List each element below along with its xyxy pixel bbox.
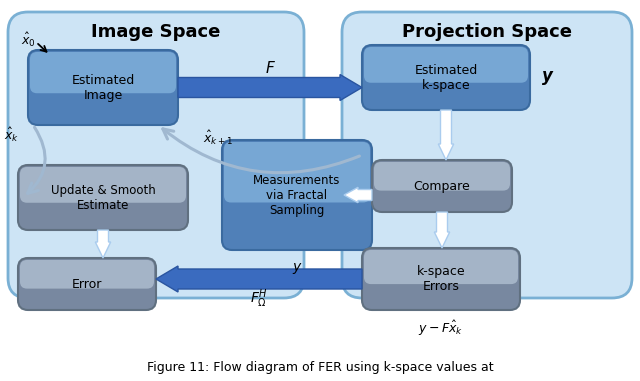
FancyBboxPatch shape [20,167,186,203]
Text: k-space
Errors: k-space Errors [417,265,465,293]
FancyBboxPatch shape [342,12,632,298]
FancyArrow shape [435,212,450,248]
FancyArrowPatch shape [28,127,45,194]
FancyBboxPatch shape [222,140,372,250]
Text: $\hat{x}_k$: $\hat{x}_k$ [4,126,20,144]
FancyBboxPatch shape [362,248,520,310]
Text: $y - F\hat{x}_k$: $y - F\hat{x}_k$ [419,319,463,338]
Text: Estimated
Image: Estimated Image [72,74,134,101]
FancyArrow shape [438,110,454,160]
Text: Error: Error [72,277,102,290]
FancyBboxPatch shape [374,162,510,190]
Text: Projection Space: Projection Space [402,23,572,41]
Text: Update & Smooth
Estimate: Update & Smooth Estimate [51,184,156,211]
Text: $F_\Omega^H$: $F_\Omega^H$ [250,288,268,310]
FancyBboxPatch shape [30,52,176,93]
FancyArrow shape [156,266,362,292]
FancyBboxPatch shape [364,250,518,284]
Text: $\hat{x}_{k+1}$: $\hat{x}_{k+1}$ [203,129,233,147]
FancyBboxPatch shape [18,258,156,310]
Text: Measurements
via Fractal
Sampling: Measurements via Fractal Sampling [253,173,340,216]
FancyArrow shape [178,75,362,101]
FancyBboxPatch shape [224,142,370,202]
Text: $\boldsymbol{y}$: $\boldsymbol{y}$ [541,69,555,86]
Text: Compare: Compare [413,179,470,192]
FancyBboxPatch shape [362,45,530,110]
Text: $y$: $y$ [292,261,302,275]
FancyArrowPatch shape [163,129,360,173]
FancyArrow shape [344,187,372,203]
FancyArrow shape [95,230,111,258]
FancyBboxPatch shape [364,47,528,83]
FancyBboxPatch shape [20,260,154,288]
Text: $F$: $F$ [264,59,275,75]
Text: Image Space: Image Space [92,23,221,41]
FancyBboxPatch shape [18,165,188,230]
FancyBboxPatch shape [8,12,304,298]
Text: $\hat{x}_0$: $\hat{x}_0$ [20,31,35,49]
FancyBboxPatch shape [28,50,178,125]
FancyBboxPatch shape [372,160,512,212]
Text: Estimated
k-space: Estimated k-space [414,64,477,91]
Text: Figure 11: Flow diagram of FER using k-space values at: Figure 11: Flow diagram of FER using k-s… [147,362,493,375]
